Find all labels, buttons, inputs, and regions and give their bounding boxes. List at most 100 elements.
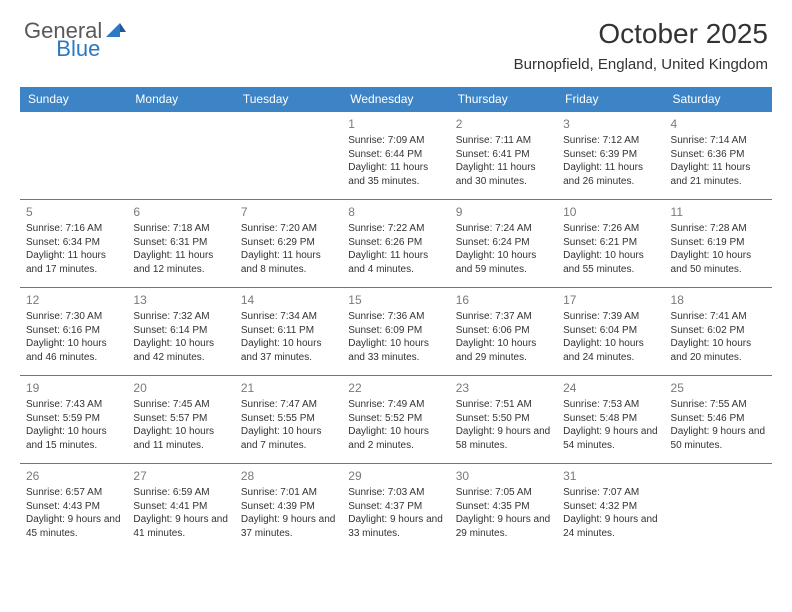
calendar-day-cell [127, 112, 234, 200]
calendar-week-row: 26Sunrise: 6:57 AMSunset: 4:43 PMDayligh… [20, 464, 772, 552]
day-number: 7 [241, 204, 336, 220]
daylight-text: Daylight: 10 hours and 7 minutes. [241, 425, 336, 452]
sunset-text: Sunset: 6:36 PM [671, 148, 766, 162]
sunrise-text: Sunrise: 7:16 AM [26, 222, 121, 236]
weekday-header: Tuesday [235, 87, 342, 112]
sunset-text: Sunset: 4:32 PM [563, 500, 658, 514]
day-number: 12 [26, 292, 121, 308]
daylight-text: Daylight: 10 hours and 11 minutes. [133, 425, 228, 452]
day-number: 25 [671, 380, 766, 396]
sunrise-text: Sunrise: 7:05 AM [456, 486, 551, 500]
day-number: 19 [26, 380, 121, 396]
sunset-text: Sunset: 4:41 PM [133, 500, 228, 514]
page-title: October 2025 [514, 18, 768, 50]
calendar-day-cell: 24Sunrise: 7:53 AMSunset: 5:48 PMDayligh… [557, 376, 664, 464]
calendar-day-cell: 27Sunrise: 6:59 AMSunset: 4:41 PMDayligh… [127, 464, 234, 552]
daylight-text: Daylight: 10 hours and 50 minutes. [671, 249, 766, 276]
calendar-day-cell: 20Sunrise: 7:45 AMSunset: 5:57 PMDayligh… [127, 376, 234, 464]
daylight-text: Daylight: 9 hours and 45 minutes. [26, 513, 121, 540]
sunset-text: Sunset: 5:46 PM [671, 412, 766, 426]
logo: General Blue [24, 18, 174, 44]
sunset-text: Sunset: 6:19 PM [671, 236, 766, 250]
sunrise-text: Sunrise: 7:12 AM [563, 134, 658, 148]
daylight-text: Daylight: 9 hours and 33 minutes. [348, 513, 443, 540]
calendar-day-cell: 18Sunrise: 7:41 AMSunset: 6:02 PMDayligh… [665, 288, 772, 376]
calendar-day-cell: 28Sunrise: 7:01 AMSunset: 4:39 PMDayligh… [235, 464, 342, 552]
day-number: 6 [133, 204, 228, 220]
sunrise-text: Sunrise: 7:49 AM [348, 398, 443, 412]
daylight-text: Daylight: 11 hours and 12 minutes. [133, 249, 228, 276]
sunrise-text: Sunrise: 7:11 AM [456, 134, 551, 148]
calendar-week-row: 12Sunrise: 7:30 AMSunset: 6:16 PMDayligh… [20, 288, 772, 376]
sunrise-text: Sunrise: 7:24 AM [456, 222, 551, 236]
calendar-day-cell: 14Sunrise: 7:34 AMSunset: 6:11 PMDayligh… [235, 288, 342, 376]
daylight-text: Daylight: 11 hours and 8 minutes. [241, 249, 336, 276]
weekday-header: Friday [557, 87, 664, 112]
weekday-header: Monday [127, 87, 234, 112]
calendar-day-cell: 1 Sunrise: 7:09 AMSunset: 6:44 PMDaylight… [342, 112, 449, 200]
sunset-text: Sunset: 5:57 PM [133, 412, 228, 426]
location-text: Burnopfield, England, United Kingdom [514, 56, 768, 73]
sunset-text: Sunset: 6:02 PM [671, 324, 766, 338]
sunset-text: Sunset: 6:09 PM [348, 324, 443, 338]
daylight-text: Daylight: 11 hours and 35 minutes. [348, 161, 443, 188]
calendar-day-cell: 17Sunrise: 7:39 AMSunset: 6:04 PMDayligh… [557, 288, 664, 376]
daylight-text: Daylight: 10 hours and 2 minutes. [348, 425, 443, 452]
sunrise-text: Sunrise: 7:18 AM [133, 222, 228, 236]
daylight-text: Daylight: 9 hours and 50 minutes. [671, 425, 766, 452]
day-number: 17 [563, 292, 658, 308]
calendar-week-row: 19Sunrise: 7:43 AMSunset: 5:59 PMDayligh… [20, 376, 772, 464]
calendar-day-cell: 3Sunrise: 7:12 AMSunset: 6:39 PMDaylight… [557, 112, 664, 200]
daylight-text: Daylight: 10 hours and 46 minutes. [26, 337, 121, 364]
day-number: 1 [348, 116, 443, 132]
day-number: 5 [26, 204, 121, 220]
calendar-day-cell: 25Sunrise: 7:55 AMSunset: 5:46 PMDayligh… [665, 376, 772, 464]
sunset-text: Sunset: 6:44 PM [348, 148, 443, 162]
calendar-day-cell: 10Sunrise: 7:26 AMSunset: 6:21 PMDayligh… [557, 200, 664, 288]
logo-triangle-icon [106, 21, 126, 42]
sunrise-text: Sunrise: 7:09 AM [348, 134, 443, 148]
calendar-day-cell: 13Sunrise: 7:32 AMSunset: 6:14 PMDayligh… [127, 288, 234, 376]
weekday-header: Wednesday [342, 87, 449, 112]
day-number: 24 [563, 380, 658, 396]
daylight-text: Daylight: 11 hours and 26 minutes. [563, 161, 658, 188]
weekday-header: Thursday [450, 87, 557, 112]
weekday-header-row: Sunday Monday Tuesday Wednesday Thursday… [20, 87, 772, 112]
daylight-text: Daylight: 10 hours and 20 minutes. [671, 337, 766, 364]
sunrise-text: Sunrise: 7:20 AM [241, 222, 336, 236]
calendar-day-cell: 5Sunrise: 7:16 AMSunset: 6:34 PMDaylight… [20, 200, 127, 288]
weekday-header: Saturday [665, 87, 772, 112]
day-number: 26 [26, 468, 121, 484]
sunset-text: Sunset: 4:35 PM [456, 500, 551, 514]
calendar-day-cell [665, 464, 772, 552]
calendar-day-cell: 8Sunrise: 7:22 AMSunset: 6:26 PMDaylight… [342, 200, 449, 288]
sunset-text: Sunset: 6:26 PM [348, 236, 443, 250]
sunset-text: Sunset: 4:37 PM [348, 500, 443, 514]
day-number: 11 [671, 204, 766, 220]
day-number: 3 [563, 116, 658, 132]
sunset-text: Sunset: 6:21 PM [563, 236, 658, 250]
calendar-day-cell: 31 Sunrise: 7:07 AMSunset: 4:32 PMDayligh… [557, 464, 664, 552]
sunrise-text: Sunrise: 7:32 AM [133, 310, 228, 324]
day-number: 30 [456, 468, 551, 484]
calendar-day-cell: 23Sunrise: 7:51 AMSunset: 5:50 PMDayligh… [450, 376, 557, 464]
sunset-text: Sunset: 6:29 PM [241, 236, 336, 250]
daylight-text: Daylight: 9 hours and 58 minutes. [456, 425, 551, 452]
calendar-table: Sunday Monday Tuesday Wednesday Thursday… [20, 87, 772, 552]
sunset-text: Sunset: 5:52 PM [348, 412, 443, 426]
daylight-text: Daylight: 9 hours and 24 minutes. [563, 513, 658, 540]
sunrise-text: Sunrise: 7:53 AM [563, 398, 658, 412]
daylight-text: Daylight: 9 hours and 54 minutes. [563, 425, 658, 452]
sunset-text: Sunset: 6:31 PM [133, 236, 228, 250]
sunset-text: Sunset: 6:41 PM [456, 148, 551, 162]
sunrise-text: Sunrise: 7:37 AM [456, 310, 551, 324]
sunrise-text: Sunrise: 7:22 AM [348, 222, 443, 236]
day-number: 31 [563, 468, 658, 484]
sunset-text: Sunset: 5:50 PM [456, 412, 551, 426]
sunrise-text: Sunrise: 7:07 AM [563, 486, 658, 500]
calendar-week-row: 1Sunrise: 7:09 AMSunset: 6:44 PMDaylight… [20, 112, 772, 200]
sunrise-text: Sunrise: 7:43 AM [26, 398, 121, 412]
calendar-day-cell: 19Sunrise: 7:43 AMSunset: 5:59 PMDayligh… [20, 376, 127, 464]
daylight-text: Daylight: 10 hours and 37 minutes. [241, 337, 336, 364]
calendar-day-cell [235, 112, 342, 200]
